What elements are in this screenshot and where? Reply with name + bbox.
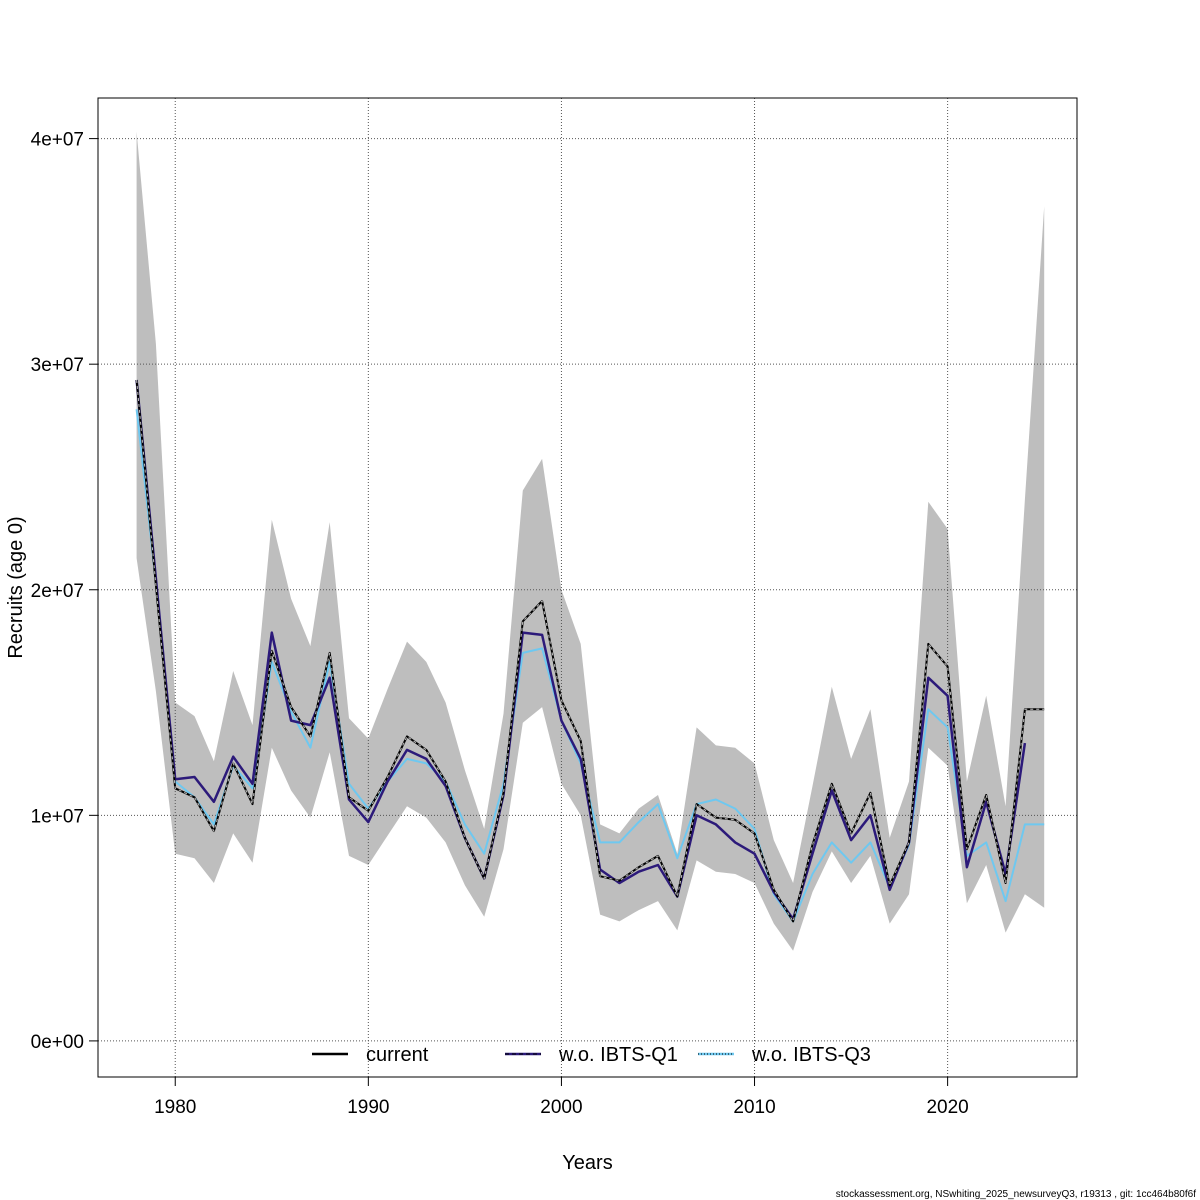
y-axis: 0e+00 1e+07 2e+07 3e+07 4e+07: [31, 130, 99, 1053]
grid-layer: [98, 98, 1077, 1077]
x-tick-label: 2020: [926, 1097, 968, 1118]
confidence-band-layer: [136, 131, 1045, 951]
legend-label: w.o. IBTS-Q1: [558, 1044, 678, 1066]
legend-label: w.o. IBTS-Q3: [751, 1044, 871, 1066]
legend-label: current: [366, 1044, 429, 1066]
confidence-band: [136, 131, 1045, 951]
y-tick-label: 1e+07: [31, 806, 84, 827]
legend: current w.o. IBTS-Q1 w.o. IBTS-Q3: [312, 1044, 871, 1066]
series-layer: [135, 379, 1045, 923]
x-tick-label: 1980: [154, 1097, 196, 1118]
footer-credit: stockassessment.org, NSwhiting_2025_news…: [836, 1189, 1196, 1200]
x-axis: 1980 1990 2000 2010 2020: [154, 1076, 969, 1118]
series-line-current-dash: [136, 379, 1045, 923]
x-tick-label: 1990: [347, 1097, 389, 1118]
x-tick-label: 2010: [733, 1097, 775, 1118]
y-tick-label: 0e+00: [31, 1032, 84, 1053]
x-tick-label: 2000: [540, 1097, 582, 1118]
y-tick-label: 4e+07: [31, 130, 84, 151]
y-axis-title: Recruits (age 0): [5, 516, 27, 658]
x-axis-title: Years: [562, 1152, 612, 1174]
y-tick-label: 2e+07: [31, 581, 84, 602]
y-tick-label: 3e+07: [31, 355, 84, 376]
